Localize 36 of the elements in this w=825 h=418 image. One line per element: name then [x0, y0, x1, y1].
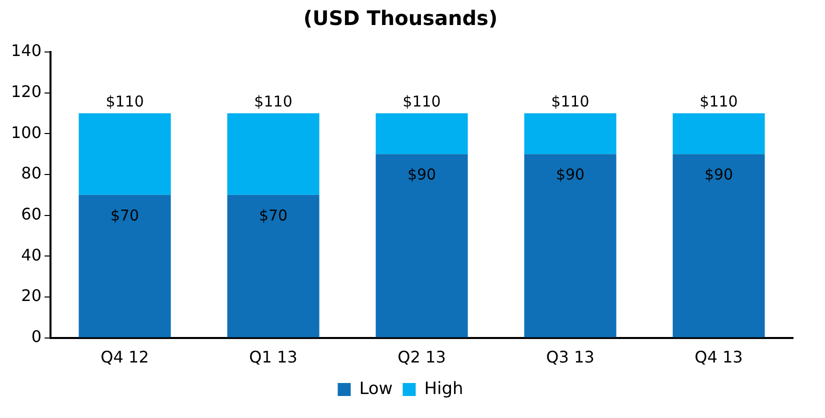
y-tick-label: 20: [21, 286, 42, 306]
bar: [78, 194, 171, 338]
y-tick-label: 40: [21, 245, 42, 264]
bar: [524, 154, 616, 338]
y-tick-label: 80: [21, 164, 42, 183]
data-label: $90: [704, 165, 734, 184]
y-tick-label: 0: [31, 326, 42, 346]
x-tick-label: Q4 13: [694, 348, 743, 367]
data-label: $90: [556, 165, 585, 184]
data-label: $90: [407, 165, 436, 184]
bar: [227, 113, 320, 195]
data-label: $70: [110, 206, 140, 224]
bar: [78, 113, 171, 195]
x-tick-label: Q3 13: [546, 348, 594, 367]
chart-title: (USD Thousands): [303, 6, 498, 30]
x-tick-label: Q1 13: [249, 348, 298, 367]
bar: [524, 113, 616, 154]
bar: [227, 194, 320, 338]
y-tick-label: 140: [10, 41, 42, 60]
x-tick-label: Q4 12: [100, 348, 149, 367]
total-label: $110: [700, 92, 738, 111]
y-tick-label: 100: [10, 122, 42, 142]
total-label: $110: [402, 92, 441, 111]
legend-label: Low: [359, 378, 393, 399]
bar: [376, 113, 468, 154]
bar: [672, 154, 765, 338]
x-tick-label: Q2 13: [398, 348, 446, 367]
legend-label: High: [424, 378, 464, 399]
bar: [376, 154, 468, 338]
y-tick-label: 60: [21, 204, 42, 224]
total-label: $110: [551, 92, 590, 111]
data-label: $70: [258, 206, 288, 224]
y-tick-label: 120: [10, 82, 42, 101]
total-label: $110: [106, 92, 144, 111]
total-label: $110: [254, 92, 292, 111]
bar: [672, 113, 765, 154]
